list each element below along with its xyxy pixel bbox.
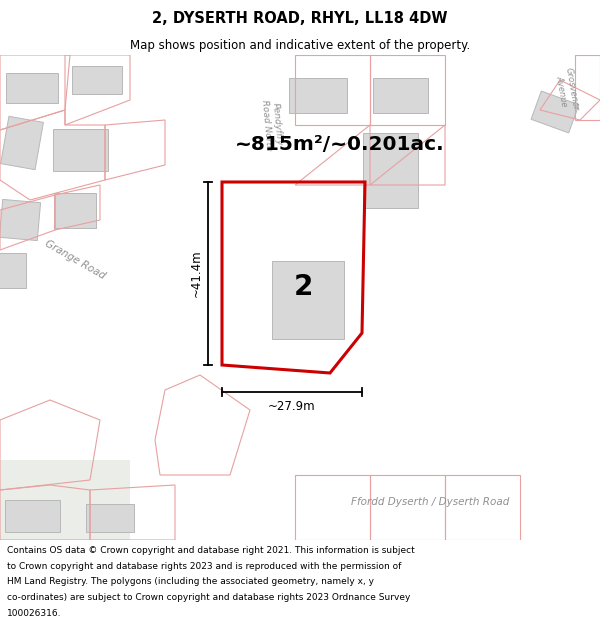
Text: Pendyffry
Road North: Pendyffry Road North [260, 99, 284, 151]
Bar [1, 116, 43, 169]
Bar [362, 132, 418, 208]
Text: 2: 2 [293, 273, 313, 301]
Polygon shape [540, 55, 600, 172]
Bar [531, 91, 579, 133]
Bar [289, 78, 347, 112]
Text: to Crown copyright and database rights 2023 and is reproduced with the permissio: to Crown copyright and database rights 2… [7, 562, 401, 571]
Bar [0, 253, 26, 288]
Bar [0, 199, 41, 241]
Text: co-ordinates) are subject to Crown copyright and database rights 2023 Ordnance S: co-ordinates) are subject to Crown copyr… [7, 593, 410, 602]
Text: Contains OS data © Crown copyright and database right 2021. This information is : Contains OS data © Crown copyright and d… [7, 546, 415, 555]
Text: Grosvenor
Avenue: Grosvenor Avenue [554, 67, 580, 113]
Polygon shape [0, 475, 600, 540]
Text: 100026316.: 100026316. [7, 609, 62, 618]
Bar [6, 73, 58, 103]
Text: ~815m²/~0.201ac.: ~815m²/~0.201ac. [235, 136, 445, 154]
Bar [86, 504, 134, 532]
Bar [54, 192, 96, 228]
Bar [72, 66, 122, 94]
Bar [272, 261, 344, 339]
Bar [53, 129, 107, 171]
Text: ~41.4m: ~41.4m [190, 249, 203, 298]
Bar [373, 78, 427, 112]
Text: Map shows position and indicative extent of the property.: Map shows position and indicative extent… [130, 39, 470, 51]
Text: Ffordd Dyserth / Dyserth Road: Ffordd Dyserth / Dyserth Road [351, 497, 509, 507]
Polygon shape [260, 55, 290, 475]
Text: ~27.9m: ~27.9m [268, 400, 316, 413]
Text: 2, DYSERTH ROAD, RHYL, LL18 4DW: 2, DYSERTH ROAD, RHYL, LL18 4DW [152, 11, 448, 26]
Polygon shape [0, 460, 130, 540]
Text: Grange Road: Grange Road [43, 239, 107, 281]
Polygon shape [0, 210, 175, 310]
Text: HM Land Registry. The polygons (including the associated geometry, namely x, y: HM Land Registry. The polygons (includin… [7, 578, 374, 586]
Bar [5, 500, 59, 532]
